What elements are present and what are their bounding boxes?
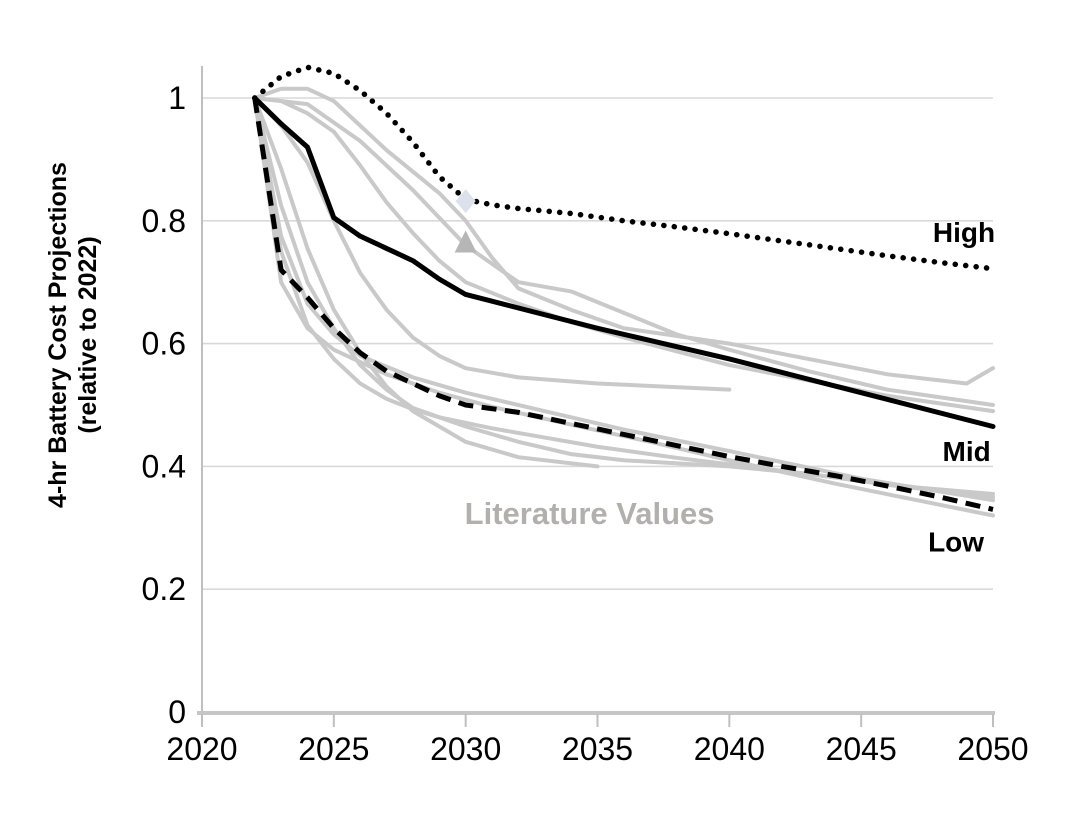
series-mid-line bbox=[252, 95, 996, 429]
series-literature-6-line bbox=[252, 96, 995, 518]
y-tick-label-0.6: 0.6 bbox=[142, 326, 186, 362]
series-literature-8-line bbox=[252, 96, 600, 469]
label-low: Low bbox=[928, 526, 984, 557]
y-tick-label-0: 0 bbox=[168, 694, 186, 730]
y-tick-label-0.4: 0.4 bbox=[142, 448, 186, 484]
y-tick-label-1: 1 bbox=[168, 80, 186, 116]
label-mid: Mid bbox=[943, 436, 991, 467]
series-low-line bbox=[252, 97, 994, 512]
series-literature-9-line bbox=[252, 96, 995, 497]
series-high-line bbox=[251, 64, 996, 272]
y-tick-label-0.2: 0.2 bbox=[142, 571, 186, 607]
x-tick-label-2030: 2030 bbox=[430, 731, 501, 767]
x-tick-label-2035: 2035 bbox=[562, 731, 633, 767]
y-axis-title-line-2: (relative to 2022) bbox=[74, 236, 102, 433]
series-literature-1-line bbox=[252, 86, 995, 386]
x-tick-label-2040: 2040 bbox=[694, 731, 765, 767]
x-tick-label-2025: 2025 bbox=[298, 731, 369, 767]
series-literature-3-line bbox=[252, 96, 732, 392]
x-tick-label-2045: 2045 bbox=[826, 731, 897, 767]
series-literature-5-line bbox=[252, 96, 995, 503]
x-tick-label-2050: 2050 bbox=[957, 731, 1028, 767]
series-literature-4-line bbox=[252, 96, 995, 407]
y-tick-label-0.8: 0.8 bbox=[142, 203, 186, 239]
literature-point-diamond bbox=[455, 189, 476, 214]
label-literature-values: Literature Values bbox=[465, 496, 715, 531]
label-high: High bbox=[933, 217, 995, 248]
x-tick-label-2020: 2020 bbox=[166, 731, 237, 767]
literature-point-triangle bbox=[454, 230, 477, 253]
y-axis-title-line-1: 4-hr Battery Cost Projections bbox=[44, 162, 72, 508]
series-literature-2-line bbox=[252, 96, 995, 414]
